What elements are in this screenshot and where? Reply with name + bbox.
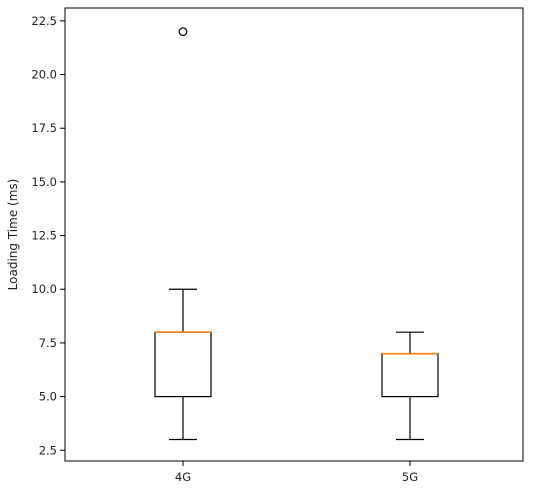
box-5g [381, 331, 439, 441]
y-tick-label: 12.5 [31, 229, 57, 243]
iqr-box [381, 353, 439, 398]
x-tick-label: 5G [402, 470, 418, 484]
x-axis: 4G 5G [175, 461, 418, 484]
y-tick-label: 10.0 [31, 282, 57, 296]
box-4g [154, 27, 212, 441]
x-tick-label: 4G [175, 470, 191, 484]
y-tick-label: 2.5 [39, 443, 57, 457]
iqr-box [154, 331, 212, 398]
y-tick-label: 7.5 [39, 336, 57, 350]
y-axis-label: Loading Time (ms) [6, 179, 20, 291]
y-tick-label: 17.5 [31, 121, 57, 135]
outlier-point [178, 27, 188, 37]
y-axis: 2.5 5.0 7.5 10.0 12.5 15.0 17.5 20.0 22.5 [31, 14, 65, 457]
y-tick-label: 15.0 [31, 175, 57, 189]
y-tick-label: 22.5 [31, 14, 57, 28]
plot-frame [64, 7, 524, 462]
y-tick-label: 20.0 [31, 68, 57, 82]
y-tick-label: 5.0 [39, 390, 57, 404]
boxes-layer [154, 27, 439, 441]
